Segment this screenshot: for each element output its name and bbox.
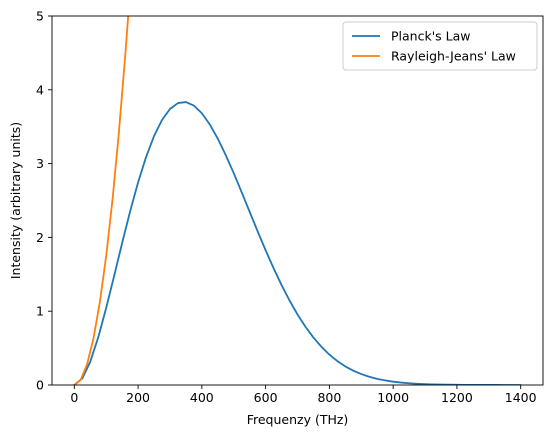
legend-label-0: Planck's Law	[391, 29, 470, 44]
x-axis-label: Frequenzy (THz)	[247, 412, 349, 427]
x-tick-label: 1400	[505, 390, 537, 405]
axes-layer: 0 200 400 600 800 1000 1200 1400 0 1 2 3 4 5	[36, 9, 544, 405]
y-tick-label: 2	[36, 230, 44, 245]
legend: Planck's Law Rayleigh-Jeans' Law	[342, 21, 538, 71]
legend-box	[342, 21, 538, 71]
y-tick-label: 5	[36, 9, 44, 24]
x-tick-label: 600	[254, 390, 278, 405]
y-tick-label: 0	[36, 378, 44, 393]
series-line-1	[73, 16, 130, 385]
x-tick-label: 1200	[441, 390, 473, 405]
plot-frame	[51, 15, 544, 386]
y-axis-label: Intensity (arbitrary units)	[8, 122, 23, 279]
x-tick-label: 0	[70, 390, 78, 405]
legend-label-1: Rayleigh-Jeans' Law	[391, 49, 516, 64]
x-tick-label: 800	[317, 390, 341, 405]
x-tick-label: 1000	[377, 390, 409, 405]
y-tick-label: 4	[36, 82, 44, 97]
x-tick-label: 400	[190, 390, 214, 405]
y-tick-label: 3	[36, 156, 44, 171]
y-tick-label: 1	[36, 304, 44, 319]
x-tick-label: 200	[126, 390, 150, 405]
